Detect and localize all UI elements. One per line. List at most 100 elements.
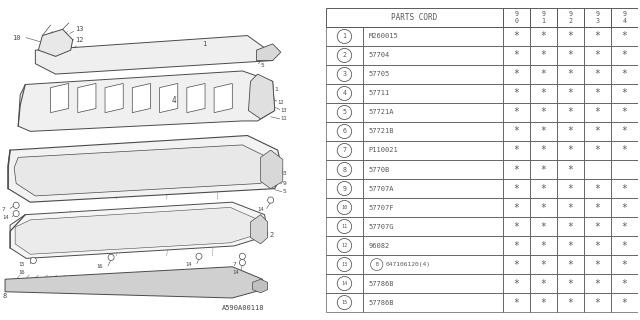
- Text: *: *: [621, 203, 627, 212]
- Text: *: *: [568, 126, 573, 137]
- Text: *: *: [595, 203, 600, 212]
- Text: 3: 3: [342, 71, 346, 77]
- Text: 8: 8: [2, 293, 6, 299]
- Text: *: *: [513, 241, 519, 251]
- Text: *: *: [595, 31, 600, 42]
- Text: *: *: [621, 51, 627, 60]
- Text: *: *: [568, 278, 573, 289]
- Polygon shape: [132, 84, 150, 113]
- Text: 2: 2: [269, 233, 274, 238]
- Text: 57721A: 57721A: [369, 109, 394, 116]
- Bar: [611, 84, 638, 103]
- Bar: [326, 198, 362, 217]
- Bar: [362, 255, 502, 274]
- Text: 11: 11: [341, 224, 348, 229]
- Bar: [502, 160, 530, 179]
- Bar: [611, 179, 638, 198]
- Bar: [584, 274, 611, 293]
- Text: *: *: [621, 31, 627, 42]
- Bar: [502, 217, 530, 236]
- Bar: [502, 293, 530, 312]
- Text: 047106120(4): 047106120(4): [386, 262, 431, 267]
- Bar: [326, 46, 362, 65]
- Bar: [362, 198, 502, 217]
- Bar: [362, 293, 502, 312]
- Circle shape: [239, 253, 245, 260]
- Text: *: *: [595, 260, 600, 269]
- Bar: [557, 8, 584, 27]
- Text: 9: 9: [342, 186, 346, 191]
- Text: *: *: [568, 241, 573, 251]
- Text: 13: 13: [341, 262, 348, 267]
- Bar: [362, 84, 502, 103]
- Bar: [502, 8, 530, 27]
- Bar: [557, 122, 584, 141]
- Text: 57707G: 57707G: [369, 224, 394, 229]
- Bar: [584, 160, 611, 179]
- Text: 9
0: 9 0: [514, 11, 518, 24]
- Text: *: *: [621, 88, 627, 99]
- Text: *: *: [621, 108, 627, 117]
- Bar: [611, 27, 638, 46]
- Bar: [611, 122, 638, 141]
- Text: *: *: [568, 146, 573, 156]
- Bar: [502, 198, 530, 217]
- Polygon shape: [8, 136, 283, 202]
- Bar: [584, 179, 611, 198]
- Bar: [611, 141, 638, 160]
- Bar: [530, 160, 557, 179]
- Polygon shape: [159, 84, 178, 113]
- Text: 3: 3: [283, 171, 287, 175]
- Text: *: *: [568, 164, 573, 174]
- Bar: [326, 27, 362, 46]
- Text: B: B: [375, 262, 378, 267]
- Polygon shape: [187, 84, 205, 113]
- Text: *: *: [540, 88, 546, 99]
- Circle shape: [13, 211, 19, 217]
- Text: 11: 11: [281, 116, 287, 121]
- Circle shape: [30, 257, 36, 264]
- Text: *: *: [513, 298, 519, 308]
- Polygon shape: [15, 207, 260, 254]
- Text: 57705: 57705: [369, 71, 390, 77]
- Bar: [326, 65, 362, 84]
- Bar: [557, 255, 584, 274]
- Circle shape: [268, 197, 274, 203]
- Text: *: *: [513, 221, 519, 232]
- Bar: [584, 46, 611, 65]
- Text: *: *: [621, 183, 627, 194]
- Polygon shape: [38, 29, 73, 56]
- Text: 1: 1: [202, 41, 206, 47]
- Text: 96082: 96082: [369, 243, 390, 249]
- Text: *: *: [540, 51, 546, 60]
- Bar: [502, 103, 530, 122]
- Bar: [326, 274, 362, 293]
- Text: PARTS CORD: PARTS CORD: [392, 13, 438, 22]
- Bar: [557, 103, 584, 122]
- Bar: [362, 236, 502, 255]
- Bar: [557, 160, 584, 179]
- Text: 4: 4: [342, 91, 346, 96]
- Text: *: *: [621, 260, 627, 269]
- Bar: [326, 160, 362, 179]
- Text: *: *: [540, 221, 546, 232]
- Text: 10: 10: [341, 205, 348, 210]
- Bar: [530, 255, 557, 274]
- Polygon shape: [78, 84, 96, 113]
- Text: 57786B: 57786B: [369, 300, 394, 306]
- Text: 7: 7: [2, 207, 6, 212]
- Bar: [557, 65, 584, 84]
- Bar: [502, 179, 530, 198]
- Bar: [584, 103, 611, 122]
- Bar: [530, 179, 557, 198]
- Bar: [362, 65, 502, 84]
- Bar: [362, 179, 502, 198]
- Text: 14: 14: [185, 262, 191, 267]
- Bar: [557, 236, 584, 255]
- Circle shape: [13, 202, 19, 208]
- Bar: [584, 8, 611, 27]
- Text: *: *: [568, 183, 573, 194]
- Text: *: *: [513, 51, 519, 60]
- Text: 15: 15: [341, 300, 348, 305]
- Text: *: *: [513, 69, 519, 79]
